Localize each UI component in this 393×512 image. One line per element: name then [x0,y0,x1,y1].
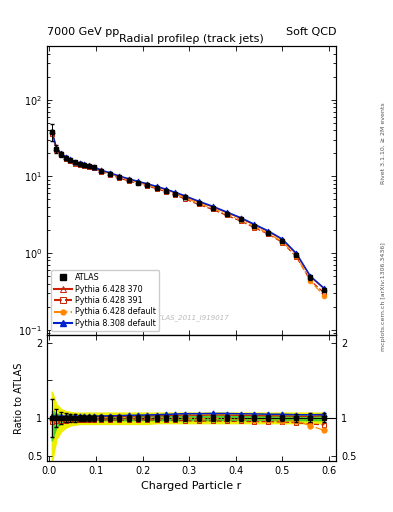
Title: Radial profileρ (track jets): Radial profileρ (track jets) [119,34,264,44]
Legend: ATLAS, Pythia 6.428 370, Pythia 6.428 391, Pythia 6.428 default, Pythia 8.308 de: ATLAS, Pythia 6.428 370, Pythia 6.428 39… [51,270,160,331]
Text: Rivet 3.1.10, ≥ 2M events: Rivet 3.1.10, ≥ 2M events [381,102,386,184]
Text: 7000 GeV pp: 7000 GeV pp [47,27,119,37]
Y-axis label: Ratio to ATLAS: Ratio to ATLAS [14,362,24,434]
X-axis label: Charged Particle r: Charged Particle r [141,481,242,491]
Text: ATLAS_2011_I919017: ATLAS_2011_I919017 [154,314,230,321]
Text: mcplots.cern.ch [arXiv:1306.3436]: mcplots.cern.ch [arXiv:1306.3436] [381,243,386,351]
Text: Soft QCD: Soft QCD [286,27,336,37]
